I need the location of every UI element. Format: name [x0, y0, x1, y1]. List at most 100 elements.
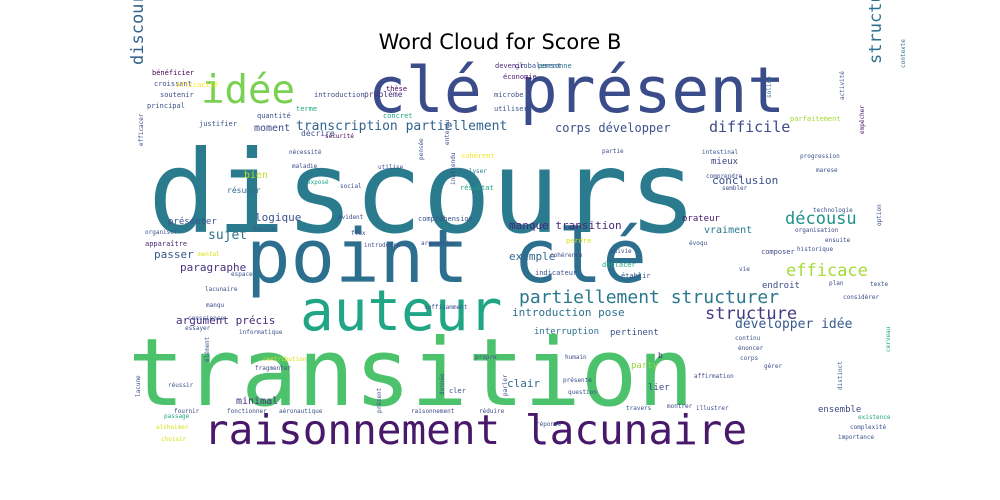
word-clair: clair: [507, 377, 540, 390]
word-intestinal: intestinal: [702, 149, 739, 156]
word-quantite: quantité: [257, 112, 291, 120]
word-conscience: conscience: [188, 315, 225, 322]
word-personne: personne: [538, 62, 572, 70]
word-pertinent: pertinent: [610, 328, 659, 338]
word-fournir: fournir: [174, 408, 200, 415]
word-sujet: sujet: [208, 228, 247, 243]
word-suffisamment: suffisamment: [424, 304, 468, 311]
word-sembler: sembler: [722, 185, 748, 192]
word-structure: structure: [705, 304, 797, 324]
word-empecher: empêcher: [859, 105, 866, 134]
word-utilise: utilise: [378, 164, 404, 171]
word-activite: activité: [839, 71, 846, 100]
word-microbe: microbe: [494, 91, 524, 99]
word-efficacite: efficacité: [176, 81, 218, 89]
word-partiellement-structurer: partiellement structurer: [519, 287, 779, 308]
word-idee: idée: [201, 68, 295, 113]
word-necessite: nécessité: [289, 149, 322, 156]
word-choisir: choisir: [161, 436, 187, 443]
word-propre: propre: [475, 354, 497, 361]
word-securite: sécurité: [325, 133, 354, 140]
word-discours: discours: [148, 126, 697, 259]
word-coherence: cohérence: [550, 252, 583, 259]
word-flux: flux: [351, 230, 366, 237]
word-essayer: essayer: [185, 325, 211, 332]
word-contexte: contexte: [900, 39, 907, 68]
word-facile: facile: [253, 226, 275, 233]
word-terme: terme: [296, 105, 317, 113]
word-cerveau: cerveau: [885, 326, 892, 352]
word-technologie: technologie: [813, 207, 853, 214]
word-element: élément: [204, 336, 211, 362]
word-corps: corps: [740, 355, 758, 362]
word-enoncer: énoncer: [738, 345, 764, 352]
word-manque-transition: manque transition: [509, 219, 622, 232]
word-soutenir: soutenir: [160, 91, 194, 99]
word-evident: évident: [338, 214, 364, 221]
word-decousu: décousu: [785, 209, 857, 229]
word-espace: espace: [231, 271, 253, 278]
word-paragraphe: paragraphe: [180, 261, 246, 274]
word-comprendre: comprendre: [706, 173, 743, 180]
word-partie: partie: [602, 148, 624, 155]
word-probleme: problème: [364, 89, 403, 99]
word-parler: parler: [502, 374, 509, 396]
word-lacunaire: lacunaire: [205, 286, 238, 293]
word-decrire: décrire: [301, 128, 335, 138]
word-passer: passer: [154, 248, 194, 261]
word-reussir: réussir: [168, 382, 194, 389]
word-reduire: réduire: [479, 408, 505, 415]
word-argumenter: argumenter: [421, 240, 458, 247]
word-transition: transition: [128, 319, 694, 428]
word-corps-developper: corps développer: [555, 121, 671, 135]
word-complexite: complexité: [850, 424, 887, 431]
word-introduction: introduction: [314, 91, 365, 99]
word-orateur: orateur: [682, 214, 721, 224]
word-exemple: exemple: [509, 250, 555, 263]
word-difficile: difficile: [709, 118, 790, 136]
word-plan: plan: [829, 280, 844, 287]
word-informatique: informatique: [239, 329, 283, 336]
word-considerer: considérer: [843, 294, 880, 301]
word-coherent: cohérent: [461, 152, 495, 160]
word-minimal: minimal: [236, 396, 278, 407]
word-option: option: [876, 204, 883, 226]
word-contribution: contribution: [263, 356, 307, 363]
word-texte: texte: [870, 281, 888, 288]
word-social: social: [340, 183, 362, 190]
word-affirmation: affirmation: [694, 373, 734, 380]
word-gerer: gérer: [764, 363, 782, 370]
word-resumer: résumer: [227, 185, 261, 195]
word-humain: humain: [565, 354, 587, 361]
word-organisation: organisation: [795, 227, 839, 234]
word-logique: logique: [255, 211, 301, 224]
word-mental: mental: [198, 251, 220, 258]
word-b: b: [658, 351, 663, 360]
word-justifier: justifier: [199, 120, 237, 128]
word-manqu: manqu: [206, 302, 224, 309]
word-raisonnement: raisonnement: [411, 408, 455, 415]
word-composer: composer: [761, 248, 795, 256]
word-ensuite: ensuite: [825, 237, 851, 244]
word-illustrer: illustrer: [696, 405, 729, 412]
word-economie: économie: [503, 73, 537, 81]
word-marese: marese: [816, 167, 838, 174]
word-historique: historique: [797, 246, 834, 253]
word-conclusion: conclusion: [712, 174, 778, 187]
word-fragmenter: fragmenter: [255, 365, 292, 372]
word-efficace: efficace: [786, 261, 868, 281]
word-perdre: perdre: [566, 237, 591, 245]
word-party: party: [631, 361, 659, 371]
word-concret: concret: [383, 112, 413, 120]
word-existence: existence: [858, 414, 891, 421]
word-solide: solide: [766, 76, 773, 98]
word-importance: importance: [838, 434, 875, 441]
word-continu: continu: [735, 335, 761, 342]
word-mieux: mieux: [711, 157, 739, 167]
word-inattendu: inattendu: [450, 152, 457, 185]
word-apparaitre: apparaître: [145, 240, 187, 248]
word-efficacer: efficacer: [138, 113, 145, 146]
word-aeronautique: aéronautique: [279, 408, 323, 415]
word-lacune: lacune: [135, 375, 142, 397]
word-vie: vie: [739, 266, 750, 273]
